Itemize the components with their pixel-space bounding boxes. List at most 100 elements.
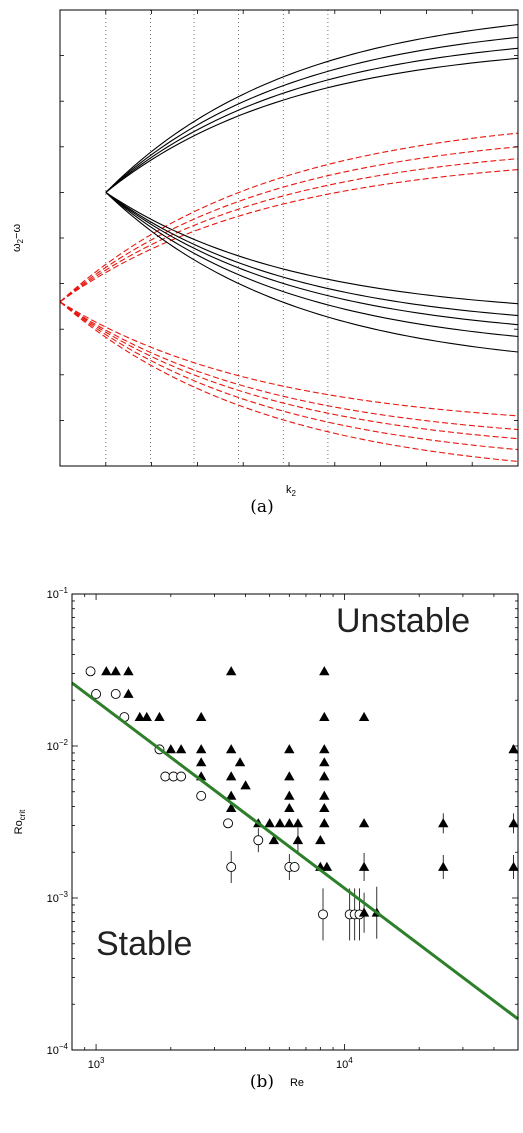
y-tick-base: 10 [47, 1045, 59, 1057]
triangle-marker [225, 790, 237, 800]
triangle-marker [101, 666, 112, 676]
panel-b-y-axis-label: Rocrit [13, 809, 27, 835]
dashed-red-curve [59, 146, 519, 303]
dashed-red-curve [59, 301, 519, 462]
dashed-red-curve [59, 301, 519, 451]
y-tick-label: 10−4 [47, 1042, 69, 1057]
triangle-marker [358, 818, 370, 828]
open-circle-marker [223, 818, 234, 829]
triangle-marker [319, 666, 330, 676]
triangle-marker [264, 818, 275, 828]
open-circle-marker [160, 771, 171, 782]
unstable-region-label: Unstable [336, 602, 470, 640]
panel-b-x-axis-label: Re [290, 1077, 304, 1089]
dashed-red-curve [59, 301, 519, 417]
dashed-red-curve [59, 301, 519, 440]
triangle-marker [225, 666, 237, 676]
triangle-marker [319, 744, 330, 754]
triangle-marker [319, 711, 330, 721]
solid-black-curve [105, 191, 519, 353]
triangle-marker [240, 780, 251, 790]
y-tick-base: 10 [47, 589, 59, 601]
panel-a-axes-frame [59, 9, 519, 467]
panel-b-label: (b) [250, 1072, 274, 1092]
open-circle-marker [253, 835, 264, 846]
y-tick-exponent: −2 [59, 738, 69, 747]
panel-a-dotted-lines [105, 10, 329, 466]
y-tick-label: 10−1 [47, 586, 69, 601]
triangle-marker [284, 744, 295, 754]
open-circle-marker [289, 862, 300, 872]
stable-region-label: Stable [96, 925, 192, 963]
panel-a-y-axis-label: ω2−ω [11, 224, 25, 252]
triangle-marker [123, 666, 134, 676]
triangle-marker [195, 711, 207, 721]
y-tick-exponent: −4 [59, 1042, 69, 1051]
x-tick-label: 104 [336, 1056, 353, 1071]
x-tick-exponent: 3 [100, 1056, 105, 1065]
triangle-marker [321, 861, 333, 871]
y-tick-exponent: −3 [59, 890, 69, 899]
triangle-marker [154, 711, 165, 721]
solid-black-curve [105, 57, 519, 193]
triangle-marker [175, 744, 187, 754]
triangle-marker [508, 818, 519, 828]
triangle-marker [508, 861, 519, 871]
solid-black-curve [105, 47, 519, 193]
open-circle-marker [226, 862, 237, 872]
triangle-marker [292, 818, 304, 828]
triangle-marker [358, 711, 370, 721]
triangle-marker [234, 757, 246, 767]
panel-a: k2 ω2−ω (a) [11, 9, 519, 517]
triangle-marker [284, 790, 295, 800]
solid-black-curve [105, 24, 519, 193]
x-tick-label: 103 [88, 1056, 105, 1071]
panel-a-ticks [60, 9, 519, 467]
dashed-red-curve [59, 132, 519, 303]
open-circle-marker [176, 771, 187, 782]
triangle-marker [225, 771, 237, 781]
triangle-marker [319, 802, 330, 813]
triangle-marker [319, 771, 330, 781]
open-circle-marker [91, 689, 102, 699]
solid-black-curve [105, 36, 519, 193]
triangle-marker [123, 688, 134, 698]
triangle-marker [508, 744, 519, 754]
triangle-marker [284, 771, 295, 781]
triangle-marker [195, 757, 207, 767]
y-tick-base: 10 [47, 741, 59, 753]
triangle-marker [110, 666, 121, 676]
triangle-marker [438, 818, 449, 828]
panel-b-data-markers [85, 666, 519, 941]
solid-black-curve [105, 191, 519, 317]
panel-a-curves [59, 24, 519, 462]
triangle-marker [319, 790, 330, 800]
panel-b-fit-line [71, 681, 519, 1021]
triangle-marker [319, 757, 330, 767]
triangle-marker [225, 744, 237, 754]
panel-a-label: (a) [250, 497, 273, 517]
open-circle-marker [318, 909, 328, 920]
solid-black-curve [105, 191, 519, 326]
triangle-marker [358, 907, 370, 917]
triangle-marker [284, 818, 295, 828]
triangle-marker [284, 802, 295, 813]
solid-black-curve [105, 191, 519, 305]
triangle-marker [274, 818, 286, 828]
triangle-marker [438, 861, 449, 871]
triangle-marker [225, 802, 237, 813]
solid-black-curve [105, 191, 519, 338]
triangle-marker [141, 711, 152, 721]
dashed-red-curve [59, 158, 519, 303]
x-tick-base: 10 [88, 1059, 100, 1071]
y-tick-label: 10−2 [47, 738, 69, 753]
triangle-marker [358, 861, 370, 871]
triangle-marker [292, 835, 304, 845]
y-tick-base: 10 [47, 893, 59, 905]
triangle-marker [195, 744, 207, 754]
panel-a-x-axis-label: k2 [286, 484, 297, 498]
dashed-red-curve [59, 169, 519, 303]
y-tick-exponent: −1 [59, 586, 69, 595]
